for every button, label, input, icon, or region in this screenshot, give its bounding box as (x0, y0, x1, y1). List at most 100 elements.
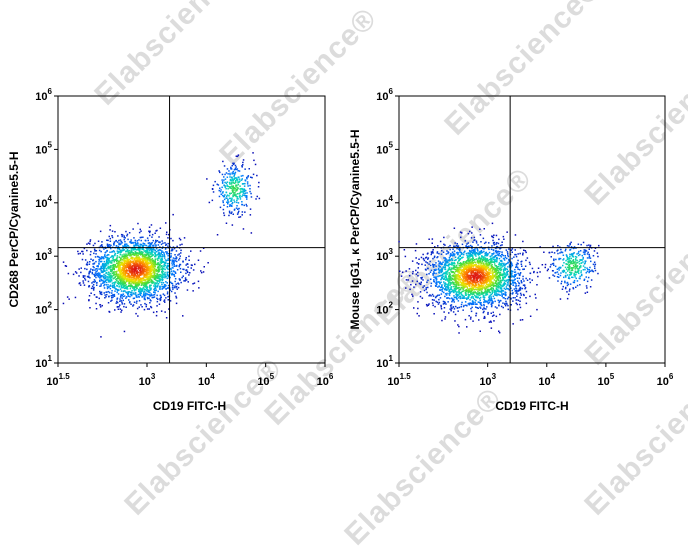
event-dot (469, 275, 471, 277)
event-dot (221, 187, 223, 189)
event-dot (494, 244, 496, 246)
event-dot (503, 269, 505, 271)
event-dot (422, 297, 424, 299)
event-dot (226, 192, 228, 194)
event-dot (221, 179, 223, 181)
event-dot (73, 274, 75, 276)
event-dot (448, 272, 450, 274)
event-dot (164, 284, 166, 286)
event-dot (84, 284, 86, 286)
event-dot (120, 311, 122, 313)
event-dot (125, 297, 127, 299)
event-dot (239, 195, 241, 197)
event-dot (230, 167, 232, 169)
event-dot (117, 298, 119, 300)
event-dot (124, 256, 126, 258)
event-dot (500, 269, 502, 271)
event-dot (149, 302, 151, 304)
event-dot (156, 298, 158, 300)
event-dot (122, 303, 124, 305)
event-dot (229, 183, 231, 185)
event-dot (504, 280, 506, 282)
event-dot (98, 272, 100, 274)
event-dot (136, 262, 138, 264)
event-dot (421, 264, 423, 266)
event-dot (434, 264, 436, 266)
event-dot (106, 272, 108, 274)
event-dot (176, 250, 178, 252)
event-dot (150, 243, 152, 245)
event-dot (505, 301, 507, 303)
event-dot (235, 166, 237, 168)
event-dot (130, 281, 132, 283)
event-dot (242, 188, 244, 190)
event-dot (147, 257, 149, 259)
event-dot (232, 196, 234, 198)
event-dot (84, 278, 86, 280)
event-dot (491, 327, 493, 329)
event-dot (420, 283, 422, 285)
event-dot (122, 295, 124, 297)
event-dot (498, 266, 500, 268)
event-dot (244, 185, 246, 187)
event-dot (171, 274, 173, 276)
event-dot (126, 287, 128, 289)
event-dot (100, 283, 102, 285)
event-dot (142, 272, 144, 274)
event-dot (185, 277, 187, 279)
event-dot (238, 193, 240, 195)
event-dot (100, 231, 102, 233)
event-dot (436, 257, 438, 259)
event-dot (463, 271, 465, 273)
event-dot (438, 299, 440, 301)
event-dot (158, 271, 160, 273)
event-dot (448, 252, 450, 254)
event-dot (145, 284, 147, 286)
event-dot (159, 274, 161, 276)
event-dot (137, 240, 139, 242)
event-dot (161, 310, 163, 312)
event-dot (146, 304, 148, 306)
event-dot (456, 298, 458, 300)
event-dot (165, 222, 167, 224)
event-dot (406, 279, 408, 281)
event-dot (154, 256, 156, 257)
event-dot (172, 267, 174, 269)
event-dot (171, 291, 173, 293)
event-dot (455, 257, 457, 259)
event-dot (100, 251, 102, 253)
event-dot (450, 253, 452, 255)
event-dot (131, 242, 133, 244)
event-dot (119, 298, 121, 300)
event-dot (119, 301, 121, 303)
event-dot (108, 272, 110, 274)
event-dot (462, 244, 464, 246)
event-dot (239, 170, 241, 172)
event-dot (476, 258, 478, 260)
event-dot (102, 272, 104, 274)
event-dot (243, 183, 245, 185)
event-dot (130, 292, 132, 294)
event-dot (475, 315, 477, 317)
event-dot (120, 254, 122, 256)
event-dot (158, 278, 160, 280)
event-dot (495, 291, 497, 293)
event-dot (429, 261, 431, 263)
event-dot (178, 283, 180, 285)
event-dot (223, 209, 225, 211)
event-dot (427, 280, 429, 282)
event-dot (446, 250, 448, 252)
event-dot (83, 275, 85, 277)
event-dot (165, 251, 167, 253)
event-dot (132, 265, 134, 267)
event-dot (167, 265, 169, 267)
event-dot (87, 276, 89, 278)
event-dot (233, 180, 235, 182)
event-dot (256, 175, 258, 177)
event-dot (496, 242, 498, 244)
event-dot (152, 282, 154, 284)
event-dot (89, 243, 91, 245)
event-dot (461, 302, 463, 304)
event-dot (114, 264, 116, 266)
event-dot (108, 296, 110, 298)
